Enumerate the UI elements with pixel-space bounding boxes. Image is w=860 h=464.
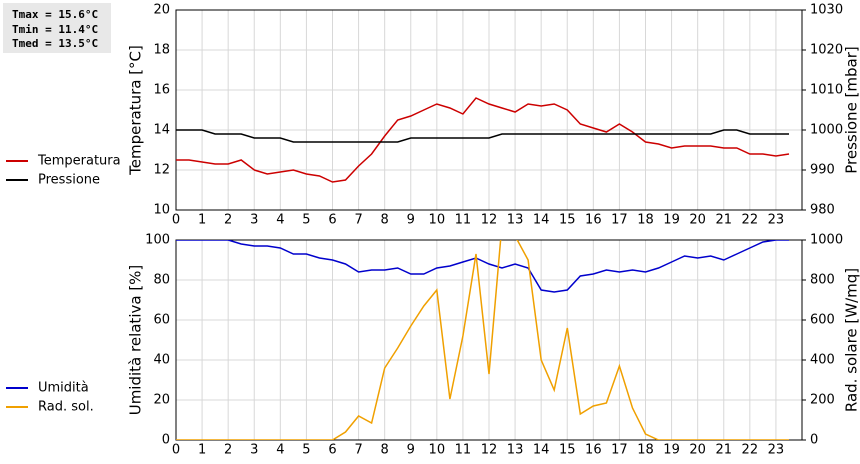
y2-tick-label: 400 <box>810 353 835 368</box>
x-tick-label: 19 <box>663 443 680 458</box>
y2-tick-label: 200 <box>810 393 835 408</box>
x-tick-label: 17 <box>611 443 628 458</box>
x-tick-label: 22 <box>742 213 759 228</box>
x-tick-label: 18 <box>637 443 654 458</box>
x-tick-label: 0 <box>172 213 180 228</box>
x-tick-label: 14 <box>533 443 550 458</box>
y2-tick-label: 600 <box>810 313 835 328</box>
stat-max: Tmax = 15.6°C <box>12 8 98 21</box>
x-tick-label: 16 <box>585 443 602 458</box>
legend-label: Pressione <box>38 173 100 188</box>
x-tick-label: 8 <box>381 443 389 458</box>
x-tick-label: 7 <box>354 443 362 458</box>
y-tick-label: 12 <box>153 163 170 178</box>
x-tick-label: 0 <box>172 443 180 458</box>
x-tick-label: 11 <box>455 213 472 228</box>
y2-tick-label: 990 <box>810 163 835 178</box>
x-tick-label: 12 <box>481 213 498 228</box>
x-tick-label: 4 <box>276 443 284 458</box>
legend-label: Temperatura <box>37 154 121 169</box>
x-tick-label: 16 <box>585 213 602 228</box>
x-tick-label: 9 <box>407 213 415 228</box>
y-axis-label: Umidità relativa [%] <box>127 265 145 416</box>
x-tick-label: 2 <box>224 213 232 228</box>
y2-tick-label: 1030 <box>810 3 843 18</box>
x-tick-label: 1 <box>198 213 206 228</box>
y-tick-label: 80 <box>153 273 170 288</box>
y2-tick-label: 0 <box>810 433 818 448</box>
x-tick-label: 23 <box>768 443 785 458</box>
x-tick-label: 6 <box>328 443 336 458</box>
x-tick-label: 20 <box>689 213 706 228</box>
x-tick-label: 3 <box>250 213 258 228</box>
x-tick-label: 15 <box>559 443 576 458</box>
y2-tick-label: 1010 <box>810 83 843 98</box>
x-tick-label: 3 <box>250 443 258 458</box>
x-tick-label: 12 <box>481 443 498 458</box>
stat-min: Tmin = 11.4°C <box>12 23 98 36</box>
y2-tick-label: 1020 <box>810 43 843 58</box>
x-tick-label: 23 <box>768 213 785 228</box>
x-tick-label: 5 <box>302 443 310 458</box>
y-tick-label: 20 <box>153 3 170 18</box>
x-tick-label: 20 <box>689 443 706 458</box>
y-tick-label: 0 <box>162 433 170 448</box>
y-tick-label: 20 <box>153 393 170 408</box>
y-tick-label: 40 <box>153 353 170 368</box>
series-line <box>176 240 789 292</box>
x-tick-label: 2 <box>224 443 232 458</box>
y-tick-label: 60 <box>153 313 170 328</box>
series-group <box>176 98 789 182</box>
y-axis-label: Temperatura [°C] <box>127 45 145 176</box>
y2-tick-label: 1000 <box>810 123 843 138</box>
series-line <box>176 130 789 142</box>
x-tick-label: 15 <box>559 213 576 228</box>
x-tick-label: 5 <box>302 213 310 228</box>
x-tick-label: 1 <box>198 443 206 458</box>
x-tick-label: 9 <box>407 443 415 458</box>
y2-tick-label: 800 <box>810 273 835 288</box>
x-tick-label: 21 <box>715 443 732 458</box>
series-line <box>176 224 789 440</box>
x-tick-label: 4 <box>276 213 284 228</box>
legend-label: Umidità <box>38 381 89 396</box>
x-tick-label: 8 <box>381 213 389 228</box>
y-tick-label: 18 <box>153 43 170 58</box>
legend-label: Rad. sol. <box>38 400 94 415</box>
y-tick-label: 14 <box>153 123 170 138</box>
x-tick-label: 6 <box>328 213 336 228</box>
y-tick-label: 16 <box>153 83 170 98</box>
y2-tick-label: 980 <box>810 203 835 218</box>
x-tick-label: 11 <box>455 443 472 458</box>
stat-mean: Tmed = 13.5°C <box>12 37 98 50</box>
y2-axis-label: Pressione [mbar] <box>843 46 860 174</box>
x-tick-label: 21 <box>715 213 732 228</box>
x-tick-label: 7 <box>354 213 362 228</box>
x-tick-label: 10 <box>429 443 446 458</box>
y-tick-label: 10 <box>153 203 170 218</box>
series-group <box>176 224 789 440</box>
y2-axis-label: Rad. solare [W/mq] <box>843 268 860 412</box>
x-tick-label: 14 <box>533 213 550 228</box>
x-tick-label: 13 <box>507 443 524 458</box>
x-tick-label: 10 <box>429 213 446 228</box>
x-tick-label: 13 <box>507 213 524 228</box>
x-tick-label: 17 <box>611 213 628 228</box>
x-tick-label: 18 <box>637 213 654 228</box>
y-tick-label: 100 <box>145 233 170 248</box>
y2-tick-label: 1000 <box>810 233 843 248</box>
x-tick-label: 22 <box>742 443 759 458</box>
x-tick-label: 19 <box>663 213 680 228</box>
series-line <box>176 98 789 182</box>
